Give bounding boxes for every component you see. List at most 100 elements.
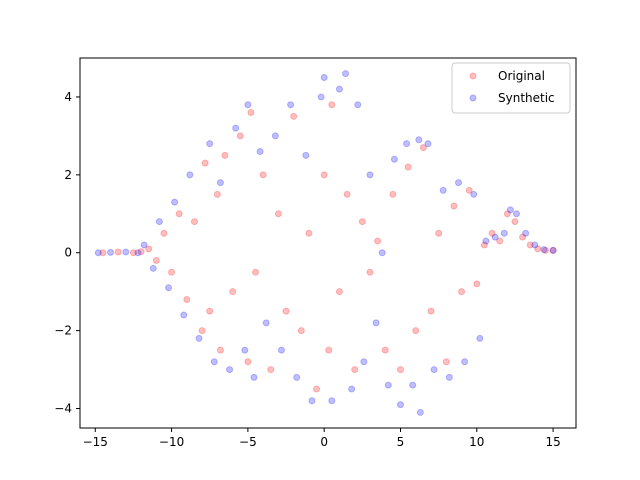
legend-box <box>451 62 571 114</box>
x-tick-label: 5 <box>397 435 405 449</box>
point-original-30 <box>320 171 328 179</box>
point-original-19 <box>244 358 252 366</box>
point-synthetic-61 <box>540 246 548 254</box>
point-synthetic-34 <box>354 101 362 109</box>
point-synthetic-25 <box>293 373 301 381</box>
y-axis: −4 −2 0 2 4 <box>54 90 80 416</box>
point-original-53 <box>488 229 496 237</box>
point-synthetic-51 <box>461 358 469 366</box>
point-original-28 <box>305 229 313 237</box>
point-synthetic-53 <box>476 334 484 342</box>
point-synthetic-2 <box>122 248 130 256</box>
x-axis: −15 −10 −5 0 5 10 15 <box>83 428 561 449</box>
y-tick-label: 2 <box>64 168 72 182</box>
x-tick-label: −10 <box>159 435 184 449</box>
point-original-42 <box>404 163 412 171</box>
point-original-41 <box>396 366 404 374</box>
x-tick-label: −5 <box>239 435 257 449</box>
y-tick-label: 4 <box>64 90 72 104</box>
x-tick-label: 0 <box>320 435 328 449</box>
point-synthetic-3 <box>134 249 142 257</box>
point-original-33 <box>335 288 343 296</box>
point-synthetic-14 <box>216 179 224 187</box>
point-synthetic-23 <box>277 346 285 354</box>
point-original-43 <box>412 327 420 335</box>
legend-marker-original <box>469 72 477 80</box>
point-synthetic-32 <box>342 70 350 78</box>
point-original-4 <box>145 245 153 253</box>
point-original-6 <box>160 229 168 237</box>
point-original-25 <box>282 307 290 315</box>
point-synthetic-33 <box>348 385 356 393</box>
point-original-39 <box>381 346 389 354</box>
point-synthetic-24 <box>287 101 295 109</box>
point-original-1 <box>114 248 122 256</box>
point-original-17 <box>229 288 237 296</box>
point-synthetic-10 <box>186 171 194 179</box>
point-synthetic-15 <box>226 366 234 374</box>
point-original-27 <box>297 327 305 335</box>
point-synthetic-46 <box>424 140 432 148</box>
point-original-20 <box>247 109 255 117</box>
point-synthetic-21 <box>262 319 270 327</box>
point-synthetic-41 <box>396 401 404 409</box>
series-original <box>99 101 557 393</box>
point-synthetic-49 <box>445 373 453 381</box>
point-original-36 <box>358 218 366 226</box>
point-synthetic-12 <box>206 140 214 148</box>
legend-label-synthetic: Synthetic <box>498 91 555 105</box>
point-synthetic-9 <box>180 311 188 319</box>
point-synthetic-39 <box>384 381 392 389</box>
point-synthetic-35 <box>360 358 368 366</box>
point-original-44 <box>419 144 427 152</box>
plot-frame <box>79 57 577 429</box>
point-original-34 <box>343 190 351 198</box>
point-synthetic-58 <box>512 210 520 218</box>
point-original-38 <box>374 237 382 245</box>
point-original-50 <box>465 186 473 194</box>
legend: Original Synthetic <box>451 62 571 114</box>
point-original-22 <box>259 171 267 179</box>
y-tick-label: −4 <box>54 402 72 416</box>
point-original-45 <box>427 307 435 315</box>
point-synthetic-45 <box>416 408 424 416</box>
point-synthetic-20 <box>256 147 264 155</box>
point-original-0 <box>99 249 107 257</box>
point-original-47 <box>442 358 450 366</box>
point-original-49 <box>458 288 466 296</box>
point-synthetic-30 <box>328 397 336 405</box>
point-original-12 <box>201 159 209 167</box>
point-synthetic-22 <box>271 132 279 140</box>
point-synthetic-60 <box>531 241 539 249</box>
point-synthetic-31 <box>335 85 343 93</box>
legend-marker-synthetic <box>469 94 477 102</box>
point-original-18 <box>236 132 244 140</box>
point-synthetic-38 <box>378 249 386 257</box>
y-tick-label: 0 <box>64 246 72 260</box>
point-synthetic-37 <box>372 319 380 327</box>
point-original-46 <box>435 229 443 237</box>
point-original-3 <box>137 248 145 256</box>
point-synthetic-59 <box>522 229 530 237</box>
point-original-37 <box>366 268 374 276</box>
point-original-60 <box>541 246 549 254</box>
point-synthetic-0 <box>94 249 102 257</box>
point-original-56 <box>511 218 519 226</box>
point-synthetic-16 <box>232 124 240 132</box>
point-synthetic-56 <box>500 229 508 237</box>
y-tick-label: −2 <box>54 324 72 338</box>
point-original-31 <box>325 346 333 354</box>
point-original-14 <box>213 190 221 198</box>
point-synthetic-8 <box>171 198 179 206</box>
point-synthetic-17 <box>241 346 249 354</box>
point-original-40 <box>389 190 397 198</box>
point-synthetic-42 <box>403 140 411 148</box>
point-synthetic-27 <box>308 397 316 405</box>
x-tick-label: 10 <box>469 435 484 449</box>
point-synthetic-48 <box>439 186 447 194</box>
point-synthetic-54 <box>482 237 490 245</box>
point-original-15 <box>216 346 224 354</box>
point-original-10 <box>190 218 198 226</box>
point-synthetic-43 <box>409 381 417 389</box>
